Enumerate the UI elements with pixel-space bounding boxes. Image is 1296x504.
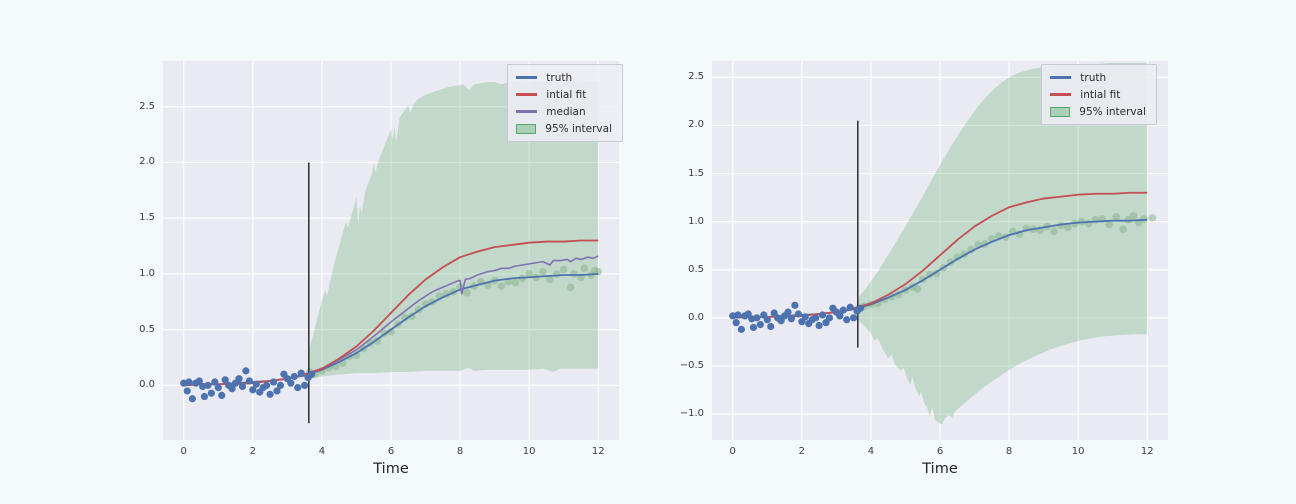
x-tick-label: 6: [936, 446, 944, 457]
left-plot-xlabel: Time: [373, 461, 409, 477]
legend-entry: median: [516, 104, 612, 119]
legend-label: intial fit: [1080, 88, 1121, 101]
y-tick-label: 1.0: [139, 267, 155, 279]
legend-patch-swatch: [1050, 106, 1071, 117]
x-tick-label: 10: [522, 446, 536, 457]
x-tick-label: 10: [1071, 446, 1085, 457]
y-tick-label: −0.5: [679, 359, 704, 371]
legend-line-swatch: [516, 110, 538, 113]
x-tick-label: 2: [249, 446, 256, 457]
y-tick-label: 1.5: [139, 212, 155, 224]
x-tick-label: 2: [798, 446, 805, 457]
x-tick-label: 8: [1005, 446, 1013, 457]
legend-label: 95% interval: [545, 122, 612, 135]
y-tick-label: 2.5: [688, 71, 704, 83]
legend-label: 95% interval: [1079, 105, 1146, 118]
right-plot-legend: truth intial fit 95% interval: [1041, 64, 1157, 125]
y-tick-label: 2.5: [139, 100, 155, 112]
legend-patch-swatch: [516, 123, 537, 134]
legend-label: intial fit: [546, 88, 587, 101]
y-tick-label: 0.0: [688, 311, 704, 323]
legend-entry: truth: [516, 70, 612, 85]
y-tick-label: 0.5: [139, 323, 155, 335]
left-plot: truth intial fit median 95% interval Time 0…: [139, 61, 623, 477]
legend-label: truth: [546, 71, 573, 84]
legend-line-swatch: [516, 93, 538, 96]
y-tick-label: 2.0: [688, 119, 704, 131]
y-tick-label: 1.0: [688, 215, 704, 227]
x-tick-label: 12: [591, 446, 605, 457]
legend-line-swatch: [1050, 93, 1072, 96]
x-tick-label: 0: [180, 446, 187, 457]
x-tick-label: 0: [729, 446, 736, 457]
legend-entry: 95% interval: [1050, 104, 1146, 119]
x-tick-label: 12: [1140, 446, 1154, 457]
x-tick-label: 8: [456, 446, 464, 457]
legend-line-swatch: [516, 76, 538, 79]
right-plot-xlabel: Time: [922, 461, 958, 477]
legend-label: truth: [1080, 71, 1107, 84]
x-tick-label: 4: [318, 446, 326, 457]
legend-entry: intial fit: [516, 87, 612, 102]
legend-entry: intial fit: [1050, 87, 1146, 102]
legend-label: median: [546, 105, 586, 118]
legend-line-swatch: [1050, 76, 1072, 79]
y-tick-label: 2.0: [139, 156, 155, 168]
legend-entry: 95% interval: [516, 121, 612, 136]
x-tick-label: 4: [867, 446, 875, 457]
legend-entry: truth: [1050, 70, 1146, 85]
right-plot: truth intial fit 95% interval Time 0 2 4 6 8 10…: [680, 61, 1168, 477]
x-tick-label: 6: [387, 446, 395, 457]
y-tick-label: 1.5: [688, 167, 704, 179]
y-tick-label: 0.0: [139, 379, 155, 391]
y-tick-label: −1.0: [679, 408, 704, 420]
left-plot-legend: truth intial fit median 95% interval: [507, 64, 623, 142]
y-tick-label: 0.5: [688, 263, 704, 275]
